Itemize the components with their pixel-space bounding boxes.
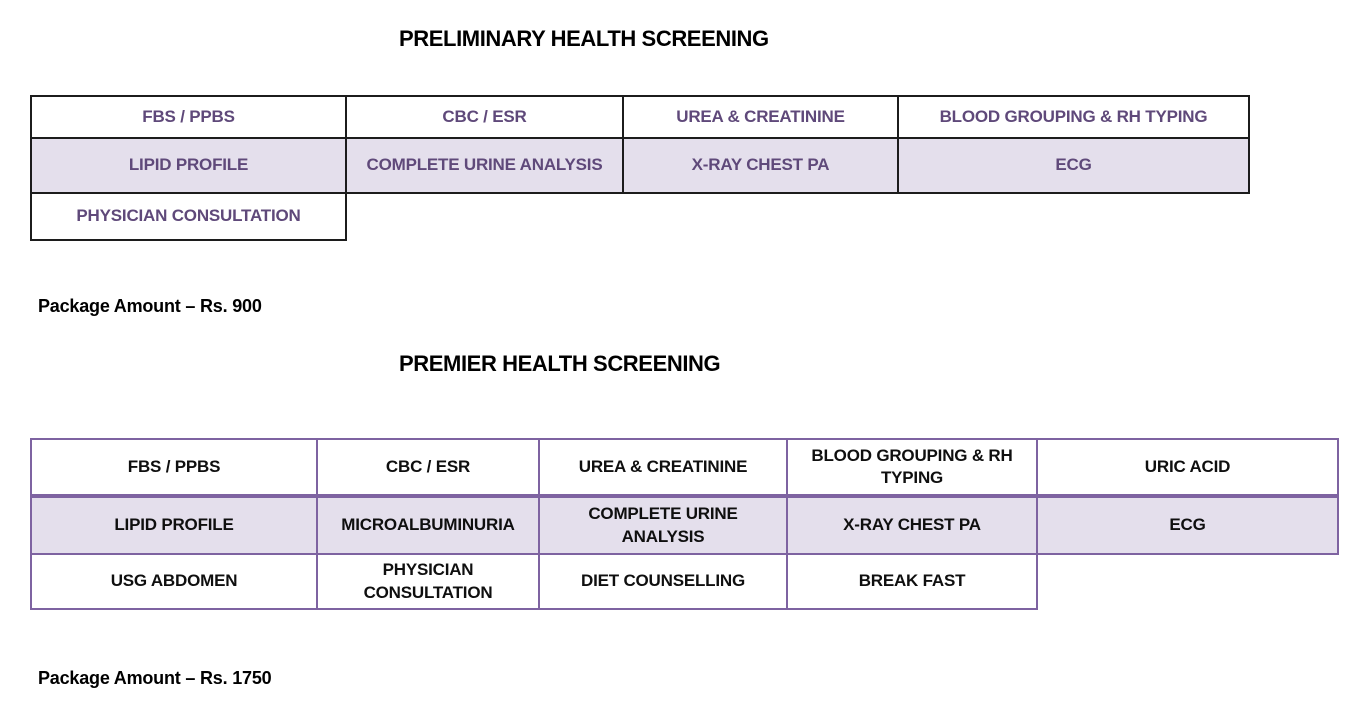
preliminary-title: PRELIMINARY HEALTH SCREENING	[399, 26, 769, 51]
table-cell: LIPID PROFILE	[30, 495, 318, 555]
table-cell: UREA & CREATININE	[538, 438, 788, 498]
premier-package-amount: Package Amount – Rs. 1750	[38, 668, 272, 688]
preliminary-table: FBS / PPBS CBC / ESR UREA & CREATININE B…	[30, 95, 1250, 241]
preliminary-table-wrap: FBS / PPBS CBC / ESR UREA & CREATININE B…	[30, 95, 1250, 241]
table-row: LIPID PROFILE MICROALBUMINURIA COMPLETE …	[30, 495, 1339, 555]
table-row: USG ABDOMEN PHYSICIAN CONSULTATION DIET …	[30, 553, 1338, 610]
preliminary-package-amount: Package Amount – Rs. 900	[38, 296, 262, 316]
premier-table-wrap: FBS / PPBS CBC / ESR UREA & CREATININE B…	[30, 438, 1339, 610]
table-cell: BREAK FAST	[786, 553, 1038, 610]
table-cell: PHYSICIAN CONSULTATION	[30, 192, 347, 241]
table-cell: FBS / PPBS	[30, 95, 347, 139]
table-cell: FBS / PPBS	[30, 438, 318, 498]
table-cell: MICROALBUMINURIA	[316, 495, 540, 555]
table-row: FBS / PPBS CBC / ESR UREA & CREATININE B…	[30, 95, 1250, 139]
table-cell: URIC ACID	[1036, 438, 1339, 498]
table-cell: X-RAY CHEST PA	[622, 137, 899, 194]
table-row: PHYSICIAN CONSULTATION	[30, 192, 1249, 241]
table-cell: PHYSICIAN CONSULTATION	[316, 553, 540, 610]
table-cell: COMPLETE URINE ANALYSIS	[538, 495, 788, 555]
table-cell: BLOOD GROUPING & RH TYPING	[786, 438, 1038, 498]
table-cell: ECG	[897, 137, 1250, 194]
table-cell: USG ABDOMEN	[30, 553, 318, 610]
table-cell: LIPID PROFILE	[30, 137, 347, 194]
table-row: LIPID PROFILE COMPLETE URINE ANALYSIS X-…	[30, 137, 1250, 194]
table-cell: X-RAY CHEST PA	[786, 495, 1038, 555]
table-cell: COMPLETE URINE ANALYSIS	[345, 137, 624, 194]
table-cell: UREA & CREATININE	[622, 95, 899, 139]
table-cell: BLOOD GROUPING & RH TYPING	[897, 95, 1250, 139]
table-cell: ECG	[1036, 495, 1339, 555]
table-row: FBS / PPBS CBC / ESR UREA & CREATININE B…	[30, 438, 1339, 498]
table-cell: CBC / ESR	[316, 438, 540, 498]
table-cell: CBC / ESR	[345, 95, 624, 139]
premier-title: PREMIER HEALTH SCREENING	[399, 351, 721, 376]
premier-table: FBS / PPBS CBC / ESR UREA & CREATININE B…	[30, 438, 1339, 610]
table-cell: DIET COUNSELLING	[538, 553, 788, 610]
